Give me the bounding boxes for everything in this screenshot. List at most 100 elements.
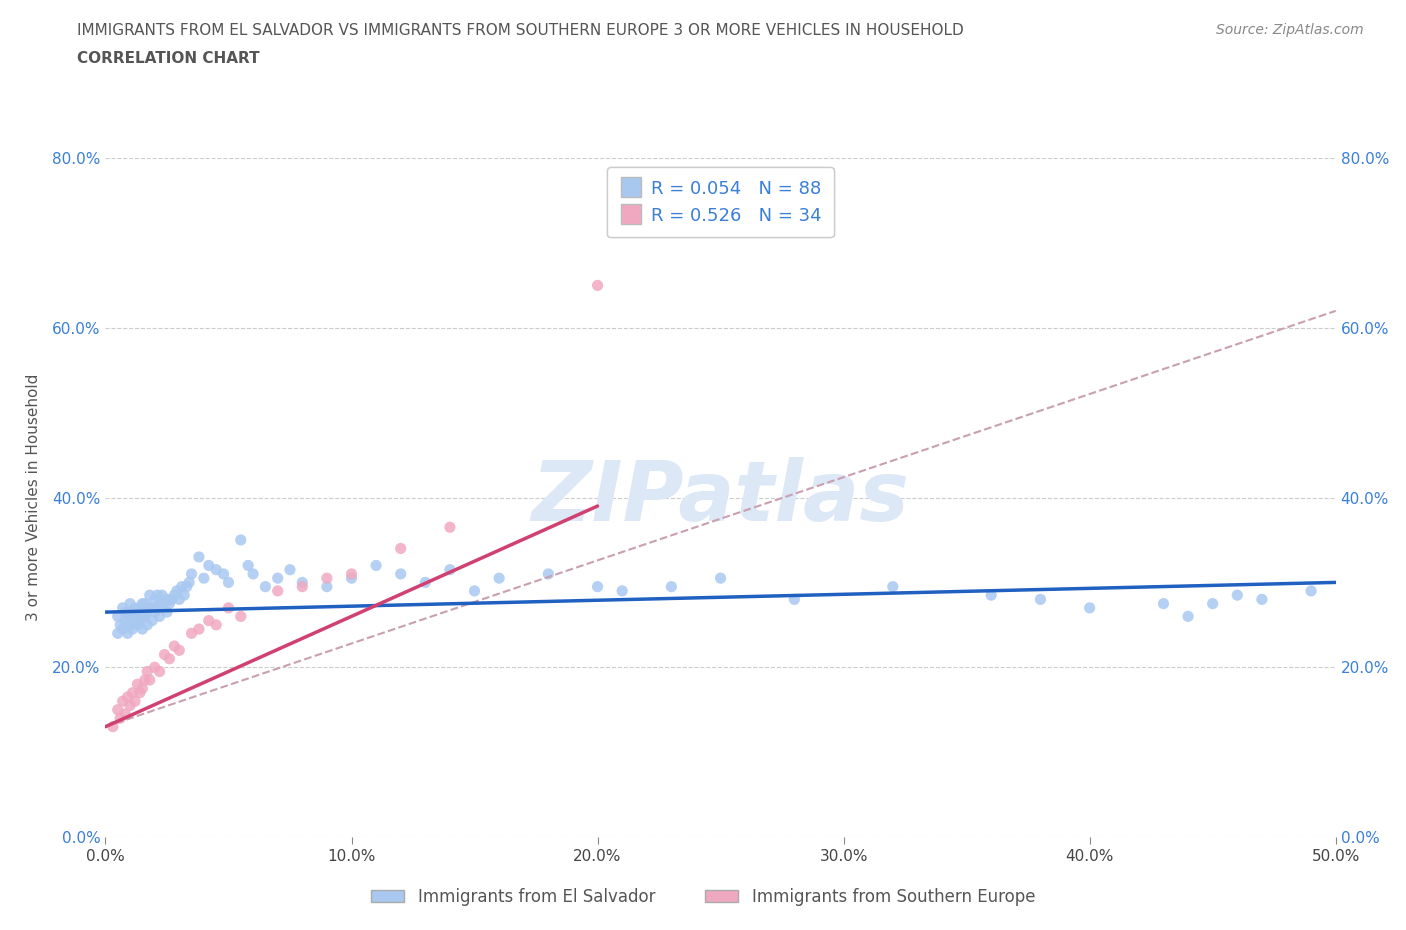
Point: [218, 601, 240, 616]
Point: [121, 621, 143, 636]
Point: [146, 588, 169, 603]
Point: [131, 621, 153, 636]
Point: [129, 601, 152, 616]
Point: [117, 689, 139, 704]
Point: [315, 571, 337, 586]
Point: [121, 685, 143, 700]
Point: [163, 639, 186, 654]
Point: [117, 609, 139, 624]
Point: [236, 558, 260, 573]
Point: [340, 571, 363, 586]
Point: [205, 618, 228, 632]
Point: [127, 618, 149, 632]
Point: [134, 609, 156, 624]
Point: [173, 588, 195, 603]
Point: [439, 563, 461, 578]
Point: [586, 579, 609, 594]
Point: [150, 588, 173, 603]
Point: [131, 681, 153, 696]
Point: [127, 677, 149, 692]
Point: [110, 711, 132, 725]
Point: [169, 592, 191, 607]
Point: [291, 579, 314, 594]
Point: [120, 604, 141, 619]
Point: [710, 571, 733, 586]
Point: [783, 592, 806, 607]
Point: [143, 592, 166, 607]
Point: [149, 664, 172, 679]
Point: [1177, 609, 1199, 624]
Point: [141, 613, 163, 628]
Point: [267, 583, 290, 598]
Point: [111, 694, 134, 709]
Point: [315, 579, 337, 594]
Point: [101, 719, 124, 734]
Point: [229, 609, 252, 624]
Point: [153, 596, 176, 611]
Y-axis label: 3 or more Vehicles in Household: 3 or more Vehicles in Household: [25, 374, 41, 621]
Point: [193, 571, 215, 586]
Point: [131, 596, 153, 611]
Point: [111, 601, 134, 616]
Point: [882, 579, 904, 594]
Point: [138, 672, 162, 687]
Point: [218, 575, 240, 590]
Point: [138, 601, 162, 616]
Point: [389, 541, 412, 556]
Point: [107, 626, 129, 641]
Point: [661, 579, 683, 594]
Text: Source: ZipAtlas.com: Source: ZipAtlas.com: [1216, 23, 1364, 37]
Point: [143, 604, 166, 619]
Point: [1153, 596, 1175, 611]
Point: [439, 520, 461, 535]
Point: [188, 550, 211, 565]
Point: [121, 609, 143, 624]
Point: [1226, 588, 1249, 603]
Point: [146, 601, 169, 616]
Point: [1029, 592, 1052, 607]
Point: [197, 613, 221, 628]
Point: [120, 698, 141, 713]
Point: [120, 618, 141, 632]
Point: [197, 558, 221, 573]
Point: [129, 613, 152, 628]
Point: [464, 583, 486, 598]
Point: [124, 694, 146, 709]
Point: [149, 609, 172, 624]
Point: [134, 672, 156, 687]
Point: [136, 618, 159, 632]
Point: [124, 613, 146, 628]
Point: [980, 588, 1002, 603]
Point: [160, 592, 183, 607]
Text: CORRELATION CHART: CORRELATION CHART: [77, 51, 260, 66]
Point: [138, 588, 162, 603]
Point: [156, 604, 179, 619]
Point: [169, 643, 191, 658]
Point: [166, 583, 188, 598]
Text: ZIPatlas: ZIPatlas: [531, 457, 910, 538]
Point: [114, 604, 136, 619]
Point: [586, 278, 609, 293]
Point: [114, 707, 136, 722]
Point: [124, 601, 146, 616]
Point: [205, 563, 228, 578]
Point: [114, 613, 136, 628]
Point: [159, 596, 180, 611]
Point: [537, 566, 560, 581]
Point: [179, 575, 201, 590]
Legend: Immigrants from El Salvador, Immigrants from Southern Europe: Immigrants from El Salvador, Immigrants …: [364, 881, 1042, 912]
Point: [254, 579, 277, 594]
Point: [488, 571, 510, 586]
Point: [127, 604, 149, 619]
Point: [156, 592, 179, 607]
Point: [170, 579, 193, 594]
Point: [366, 558, 388, 573]
Point: [180, 626, 202, 641]
Point: [136, 664, 159, 679]
Point: [149, 596, 172, 611]
Point: [107, 609, 129, 624]
Point: [415, 575, 437, 590]
Point: [1251, 592, 1274, 607]
Point: [153, 647, 176, 662]
Point: [212, 566, 235, 581]
